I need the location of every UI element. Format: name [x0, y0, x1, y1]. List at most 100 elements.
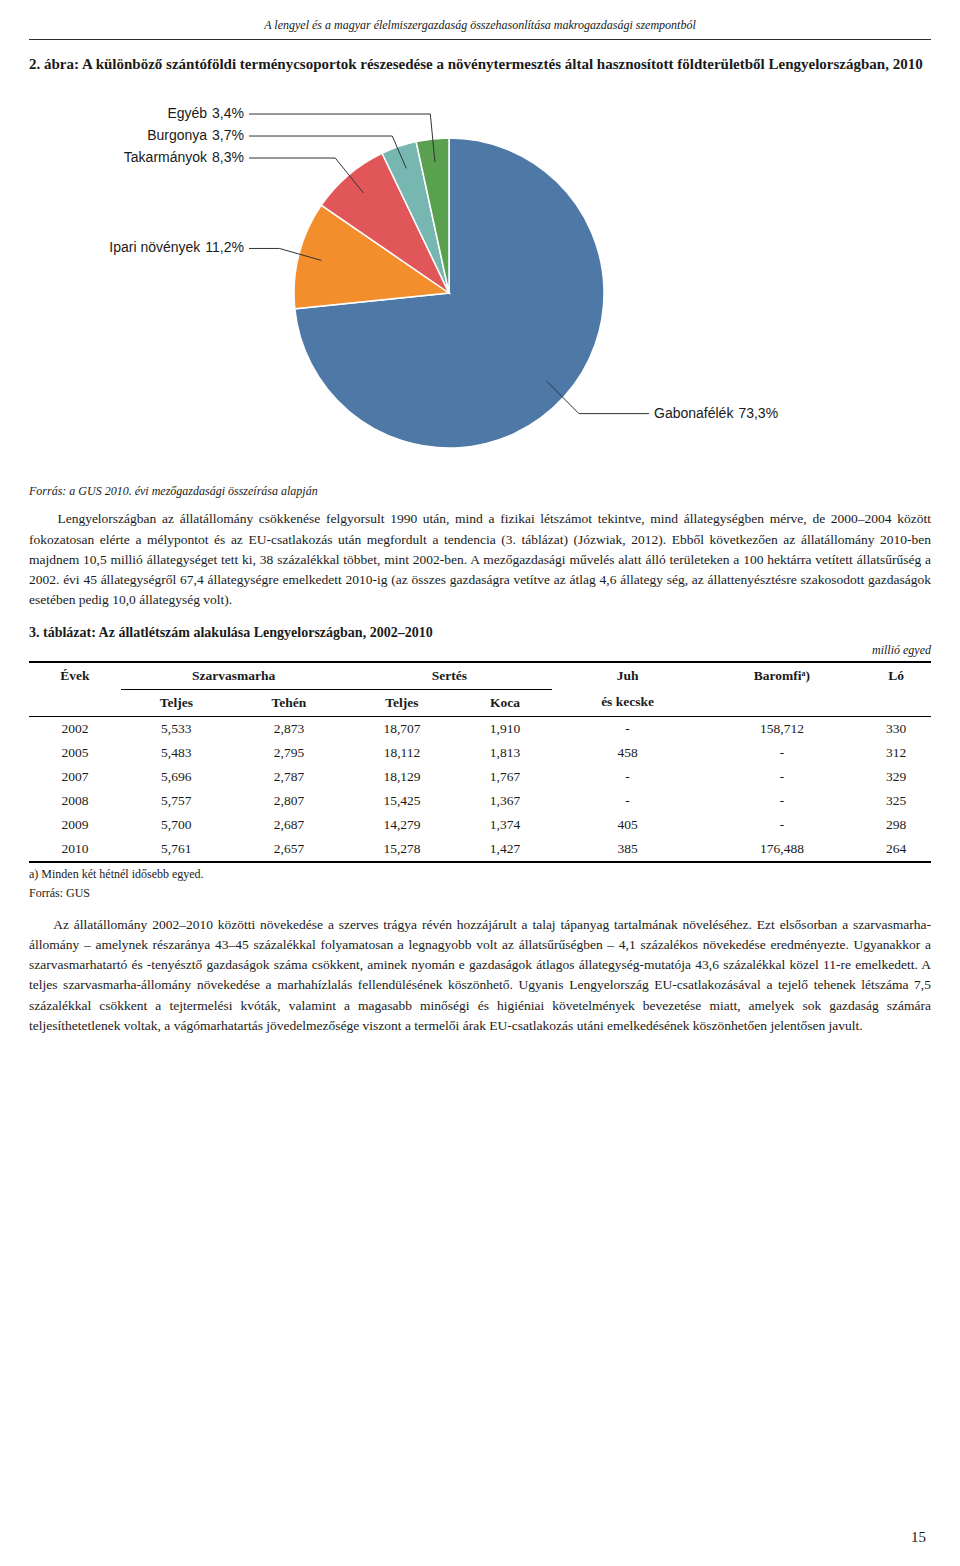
chart-title: 2. ábra: A különböző szántóföldi termény…: [29, 54, 931, 74]
slice-label: Gabonafélék73,3%: [654, 405, 778, 421]
leader-line: [249, 114, 435, 162]
table-cell: 2007: [29, 765, 121, 789]
subheader-cell: Teljes: [346, 689, 457, 716]
pie-chart: Gabonafélék73,3% Ipari növények11,2% Takar…: [29, 78, 931, 478]
header-cell: Szarvasmarha: [121, 662, 346, 690]
table-cell: 18,707: [346, 716, 457, 741]
table-cell: 5,696: [121, 765, 232, 789]
chart-source: Forrás: a GUS 2010. évi mezőgazdasági ös…: [29, 484, 931, 499]
slice-label: Ipari növények11,2%: [109, 239, 244, 255]
table-cell: -: [552, 716, 702, 741]
header-cell: Évek: [29, 662, 121, 690]
table-cell: 2,807: [232, 789, 347, 813]
leader-line: [249, 249, 321, 261]
table-cell: 5,761: [121, 837, 232, 862]
table-cell: -: [552, 789, 702, 813]
table-cell: 2009: [29, 813, 121, 837]
subheader-cell: Teljes: [121, 689, 232, 716]
leader-line: [249, 158, 363, 193]
table-footnote: a) Minden két hétnél idősebb egyed.: [29, 867, 931, 882]
subheader-cell: Koca: [458, 689, 553, 716]
table-row: 20025,5332,87318,7071,910-158,712330: [29, 716, 931, 741]
subheader-cell: [861, 689, 931, 716]
table-cell: 2008: [29, 789, 121, 813]
pie-slice: [416, 138, 449, 293]
table-cell: 329: [861, 765, 931, 789]
subheader-cell: Tehén: [232, 689, 347, 716]
table-cell: 18,112: [346, 741, 457, 765]
body-text: Az állatállomány 2002–2010 közötti növek…: [29, 915, 931, 1037]
table-row: 20075,6962,78718,1291,767--329: [29, 765, 931, 789]
table-cell: 2002: [29, 716, 121, 741]
table-cell: 176,488: [703, 837, 861, 862]
table-cell: -: [703, 789, 861, 813]
header-row: ÉvekSzarvasmarhaSertésJuhBaromfiᵃ)Ló: [29, 662, 931, 690]
header-cell: Ló: [861, 662, 931, 690]
slice-value: 3,4%: [212, 105, 244, 121]
table-cell: -: [703, 741, 861, 765]
header-cell: Juh: [552, 662, 702, 690]
table-cell: 14,279: [346, 813, 457, 837]
table-cell: 298: [861, 813, 931, 837]
slice-category: Burgonya: [147, 127, 207, 143]
table-cell: 2,873: [232, 716, 347, 741]
slice-label: Takarmányok8,3%: [124, 149, 244, 165]
table-cell: 1,910: [458, 716, 553, 741]
table-cell: 2010: [29, 837, 121, 862]
subheader-cell: [703, 689, 861, 716]
table-cell: 2,787: [232, 765, 347, 789]
table-cell: -: [703, 765, 861, 789]
table-cell: 5,700: [121, 813, 232, 837]
table-row: 20085,7572,80715,4251,367--325: [29, 789, 931, 813]
table-cell: 1,813: [458, 741, 553, 765]
table-cell: 15,278: [346, 837, 457, 862]
table-cell: 18,129: [346, 765, 457, 789]
table-cell: 2005: [29, 741, 121, 765]
table-cell: 1,767: [458, 765, 553, 789]
slice-value: 11,2%: [205, 239, 244, 255]
table-row: 20105,7612,65715,2781,427385176,488264: [29, 837, 931, 862]
table-cell: 5,483: [121, 741, 232, 765]
table-cell: 158,712: [703, 716, 861, 741]
slice-category: Gabonafélék: [654, 405, 734, 421]
table-title: 3. táblázat: Az állatlétszám alakulása L…: [29, 625, 931, 641]
pie-slice: [295, 138, 604, 448]
table-cell: 405: [552, 813, 702, 837]
subheader-row: TeljesTehénTeljesKocaés kecske: [29, 689, 931, 716]
leader-line: [547, 382, 649, 414]
table-row: 20095,7002,68714,2791,374405-298: [29, 813, 931, 837]
leader-line: [249, 136, 406, 168]
table-cell: -: [552, 765, 702, 789]
table-cell: 5,757: [121, 789, 232, 813]
table-cell: 312: [861, 741, 931, 765]
table-cell: 5,533: [121, 716, 232, 741]
table-cell: 264: [861, 837, 931, 862]
slice-category: Egyéb: [167, 105, 207, 121]
page-number: 15: [911, 1529, 926, 1546]
table-cell: 458: [552, 741, 702, 765]
table-cell: 330: [861, 716, 931, 741]
slice-label: Burgonya 3,7%: [147, 127, 244, 143]
body-text: Lengyelországban az állatállomány csökke…: [29, 509, 931, 610]
table-cell: 1,374: [458, 813, 553, 837]
slice-category: Takarmányok: [124, 149, 208, 165]
page-header: A lengyel és a magyar élelmiszergazdaság…: [29, 10, 931, 40]
table-cell: 385: [552, 837, 702, 862]
data-table: ÉvekSzarvasmarhaSertésJuhBaromfiᵃ)LóTelj…: [29, 661, 931, 863]
table-cell: 325: [861, 789, 931, 813]
table-cell: 1,427: [458, 837, 553, 862]
slice-value: 73,3%: [738, 405, 778, 421]
slices: [294, 138, 604, 448]
table-source: Forrás: GUS: [29, 886, 931, 901]
table-unit: millió egyed: [29, 643, 931, 658]
slice-value: 3,7%: [212, 127, 244, 143]
header-cell: Sertés: [346, 662, 552, 690]
table-cell: 1,367: [458, 789, 553, 813]
table-row: 20055,4832,79518,1121,813458-312: [29, 741, 931, 765]
table-cell: 2,687: [232, 813, 347, 837]
table-cell: 2,657: [232, 837, 347, 862]
slice-value: 8,3%: [212, 149, 244, 165]
table-cell: 2,795: [232, 741, 347, 765]
table-cell: -: [703, 813, 861, 837]
table-cell: 15,425: [346, 789, 457, 813]
